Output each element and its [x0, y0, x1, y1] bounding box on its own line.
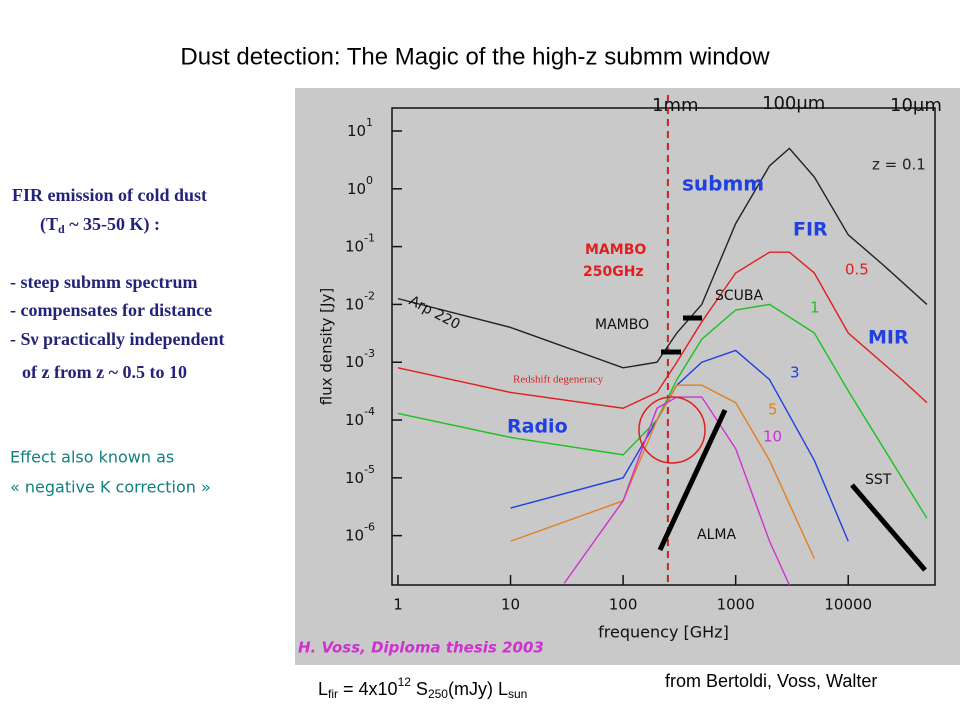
y-tick-label: 100 [347, 174, 373, 198]
series-label: 3 [790, 364, 800, 382]
series-line [510, 349, 849, 542]
annotation: MIR [868, 327, 909, 349]
x-axis-label: frequency [GHz] [598, 623, 729, 642]
series-line [397, 251, 928, 409]
x-tick-label: 10 [501, 596, 520, 614]
y-tick-base: 10 [345, 411, 364, 429]
plot: 1 10 100 1000 1000010110010-110-210-310-410-… [298, 93, 942, 657]
bullet: - Sν practically independent [10, 329, 225, 349]
series-label: 1 [810, 299, 820, 317]
y-tick-exp: -4 [364, 405, 375, 418]
degeneracy-circle [638, 396, 706, 464]
y-tick-base: 10 [345, 295, 364, 313]
bullet: - compensates for distance [10, 300, 212, 320]
fir-heading: FIR emission of cold dust [12, 185, 207, 205]
series-label: 10 [763, 428, 782, 446]
x-tick-label: 1000 [717, 596, 755, 614]
slide-title: Dust detection: The Magic of the high-z … [180, 43, 770, 70]
td-part: ~ 35-50 K) : [65, 214, 160, 235]
annotation: MAMBO [595, 317, 649, 333]
annotation: H. Voss, Diploma thesis 2003 [298, 639, 544, 657]
formula-part: = 4x10 [338, 679, 398, 699]
x-tick-label: 100 [609, 596, 638, 614]
series-label: 5 [768, 401, 778, 419]
annotation: submm [682, 172, 764, 196]
y-tick-label: 10-3 [345, 347, 375, 371]
annotation: FIR [793, 219, 828, 241]
series-label: z = 0.1 [872, 156, 926, 174]
sst-sensitivity [850, 483, 927, 572]
plot-frame [391, 107, 936, 586]
x-tick-label: 10000 [824, 596, 872, 614]
td-part: (T [40, 214, 58, 235]
y-tick-exp: 1 [366, 116, 373, 129]
y-tick-label: 10-6 [345, 521, 375, 545]
formula-sup: 12 [398, 675, 412, 689]
y-tick-base: 10 [345, 353, 364, 371]
series-line [397, 303, 928, 519]
annotation: SST [865, 472, 892, 488]
effect-text: « negative K correction » [10, 478, 211, 497]
effect-text: Effect also known as [10, 448, 174, 467]
annotation: 100μm [762, 93, 825, 114]
annotation: SCUBA [715, 288, 764, 304]
y-tick-exp: -5 [364, 463, 375, 476]
y-tick-label: 101 [347, 116, 373, 140]
y-tick-exp: -2 [364, 289, 375, 302]
series-line [397, 147, 928, 369]
annotation: Redshift degeneracy [513, 374, 604, 386]
alma-sensitivity [657, 408, 728, 552]
y-tick-label: 10-5 [345, 463, 375, 487]
figure-background [295, 88, 960, 665]
annotation: 250GHz [583, 264, 644, 280]
credit: from Bertoldi, Voss, Walter [665, 671, 877, 691]
annotation: 1mm [652, 95, 699, 116]
formula: Lfir = 4x1012 S250(mJy) Lsun [318, 675, 527, 701]
series-line [563, 396, 791, 586]
annotation: Radio [507, 416, 568, 438]
series-label: 0.5 [845, 261, 869, 279]
y-tick-base: 10 [345, 526, 364, 544]
y-tick-exp: -1 [364, 232, 375, 245]
annotation: 10μm [890, 95, 942, 116]
y-tick-exp: -3 [364, 347, 375, 360]
y-tick-base: 10 [345, 468, 364, 486]
y-tick-label: 10-4 [345, 405, 375, 429]
bullet: - steep submm spectrum [10, 272, 197, 292]
annotation: ALMA [697, 527, 736, 543]
formula-part: S [411, 679, 428, 699]
td-sub: d [58, 222, 65, 236]
td-line: (Td ~ 35-50 K) : [40, 214, 160, 236]
formula-sub: fir [328, 687, 338, 701]
y-tick-label: 10-2 [345, 289, 375, 313]
y-tick-label: 10-1 [345, 232, 375, 256]
y-tick-exp: 0 [366, 174, 373, 187]
formula-sub: 250 [428, 687, 448, 701]
y-tick-base: 10 [347, 122, 366, 140]
x-tick-label: 1 [393, 596, 403, 614]
formula-part: L [318, 679, 328, 699]
formula-sub: sun [508, 687, 527, 701]
y-tick-exp: -6 [364, 521, 375, 534]
annotation: MAMBO [585, 242, 646, 258]
y-tick-base: 10 [345, 237, 364, 255]
formula-part: (mJy) L [448, 679, 508, 699]
y-axis-label: flux density [Jy] [318, 288, 336, 405]
bullet: of z from z ~ 0.5 to 10 [22, 362, 187, 382]
y-tick-base: 10 [347, 179, 366, 197]
